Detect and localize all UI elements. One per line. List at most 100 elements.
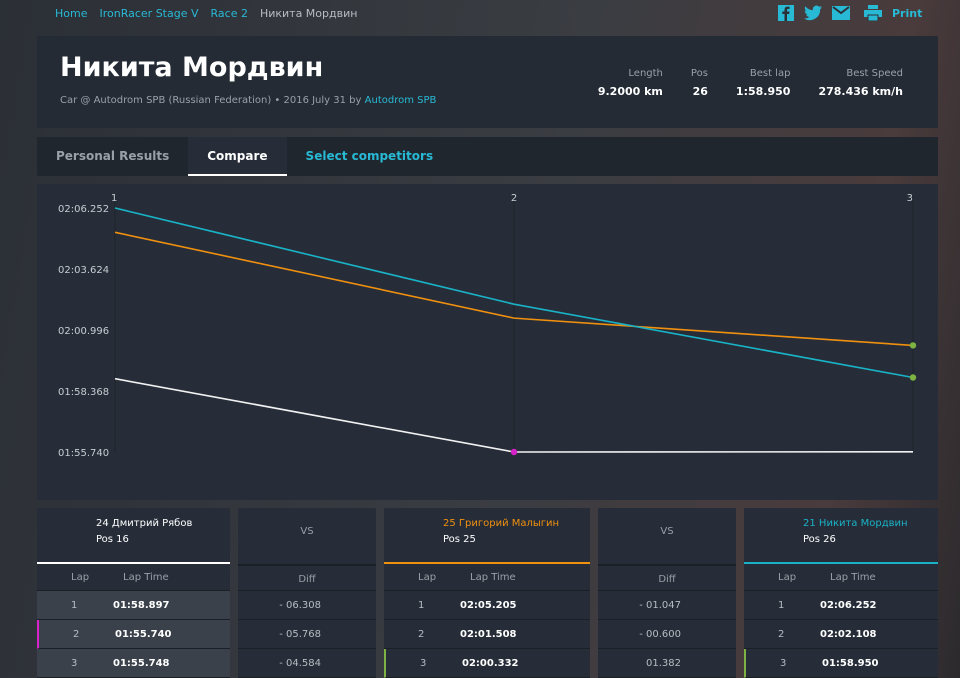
share-bar: Print — [778, 5, 922, 21]
tab[interactable]: Personal Results — [37, 137, 188, 176]
lap-row: 2 02:01.508 — [384, 620, 590, 649]
tab-label: Personal Results — [56, 149, 170, 163]
lap-row: 1 01:58.897 — [37, 591, 230, 620]
lap-header: Lap Lap Time — [384, 564, 590, 591]
lap-row: 3 01:55.748 — [37, 649, 230, 678]
lap-header-cell: Lap — [71, 572, 90, 583]
breadcrumb-current: Никита Мордвин — [259, 7, 358, 20]
lap-time: 02:01.508 — [460, 629, 517, 640]
diff-row: - 01.047 — [598, 591, 736, 620]
driver-card: 25 Григорий Малыгин Pos 25 — [384, 508, 590, 564]
vs-label: VS — [238, 508, 376, 564]
stat-value: 278.436 km/h — [818, 85, 903, 98]
diff-column: VS Diff - 01.047 - 00.600 01.382 — [598, 508, 736, 678]
lap-header-cell: Lap Time — [830, 572, 876, 583]
stat-label: Best Speed — [846, 68, 903, 79]
breadcrumb: Home IronRacer Stage V Race 2 Никита Мордви… — [55, 7, 357, 20]
lap-row: 3 01:58.950 — [744, 649, 938, 678]
lap-number: 2 — [778, 629, 785, 640]
breadcrumb-link[interactable]: IronRacer Stage V — [99, 7, 199, 20]
lap-time: 01:55.748 — [113, 658, 170, 669]
diff-value: - 04.584 — [279, 658, 321, 669]
y-tick-label: 02:06.252 — [58, 204, 109, 215]
stat-label: Length — [628, 68, 663, 79]
lap-time: 01:58.950 — [822, 658, 879, 669]
stat-label: Pos — [690, 68, 708, 79]
tab[interactable]: Compare — [188, 137, 287, 176]
lap-row: 1 02:05.205 — [384, 591, 590, 620]
driver-column: 21 Никита Мордвин Pos 26 Lap Lap Time 1 02:06… — [744, 508, 938, 678]
breadcrumb-link[interactable]: Race 2 — [210, 7, 248, 20]
lap-row: 1 02:06.252 — [744, 591, 938, 620]
stat-value: 9.2000 km — [597, 85, 663, 98]
lap-header-cell: Lap — [418, 572, 437, 583]
lap-number: 2 — [73, 629, 80, 640]
lap-number: 3 — [420, 658, 427, 669]
point-marker — [510, 448, 518, 456]
lap-row: 2 02:02.108 — [744, 620, 938, 649]
lap-time: 02:06.252 — [820, 600, 877, 611]
driver-column: 24 Дмитрий Рябов Pos 16 Lap Lap Time 1 01:58.… — [37, 508, 230, 678]
lap-number: 1 — [418, 600, 425, 611]
driver-name: 24 Дмитрий Рябов — [96, 518, 192, 529]
facebook-icon[interactable] — [778, 5, 794, 21]
tab-label: Compare — [207, 149, 268, 163]
diff-value: - 06.308 — [279, 600, 321, 611]
stat-value: 1:58.950 — [735, 85, 791, 98]
lap-number: 3 — [71, 658, 78, 669]
tab[interactable]: Select competitors — [287, 137, 461, 176]
diff-row: 01.382 — [598, 649, 736, 678]
stat: Best Speed 278.436 km/h — [818, 68, 903, 98]
compare-section: 24 Дмитрий Рябов Pos 16 Lap Lap Time 1 01:58.… — [0, 508, 960, 678]
lap-time: 01:58.897 — [113, 600, 170, 611]
stat-label: Best lap — [749, 68, 791, 79]
lap-header-cell: Lap Time — [123, 572, 169, 583]
driver-pos: Pos 25 — [443, 534, 476, 545]
series-line — [114, 207, 914, 379]
y-tick-label: 02:00.996 — [58, 326, 109, 337]
vs-label: VS — [598, 508, 736, 564]
page-title: Никита Мордвин — [60, 52, 324, 83]
y-tick-label: 01:58.368 — [58, 387, 109, 398]
lap-header: Lap Lap Time — [744, 564, 938, 591]
driver-card: 21 Никита Мордвин Pos 26 — [744, 508, 938, 564]
print-link[interactable]: Print — [892, 6, 923, 20]
print-icon[interactable] — [864, 5, 882, 21]
y-tick-label: 01:55.740 — [58, 448, 109, 459]
lap-time: 02:00.332 — [462, 658, 519, 669]
twitter-icon[interactable] — [804, 5, 822, 21]
diff-value: - 01.047 — [639, 600, 681, 611]
diff-column: VS Diff - 06.308 - 05.768 - 04.584 — [238, 508, 376, 678]
driver-pos: Pos 26 — [803, 534, 836, 545]
breadcrumb-link[interactable]: Home — [55, 7, 88, 20]
diff-row: - 00.600 — [598, 620, 736, 649]
driver-name: 21 Никита Мордвин — [803, 518, 908, 529]
author-link[interactable]: Autodrom SPB — [364, 95, 437, 106]
lap-number: 1 — [778, 600, 785, 611]
x-tick-label: 3 — [907, 193, 913, 204]
driver-column: 25 Григорий Малыгин Pos 25 Lap Lap Time 1 02:… — [384, 508, 590, 678]
driver-number: 24 — [96, 518, 109, 529]
lap-header-cell: Lap Time — [470, 572, 516, 583]
lap-time: 02:02.108 — [820, 629, 877, 640]
driver-name: 25 Григорий Малыгин — [443, 518, 559, 529]
lap-number: 3 — [780, 658, 787, 669]
tab-bar: Personal Results Compare Select competitor… — [37, 137, 938, 176]
diff-row: - 06.308 — [238, 591, 376, 620]
driver-number: 21 — [803, 518, 816, 529]
driver-name-text: Никита Мордвин — [818, 518, 908, 529]
lap-header-cell: Lap — [778, 572, 797, 583]
x-tick-label: 1 — [111, 193, 117, 204]
lap-number: 1 — [71, 600, 78, 611]
diff-value: - 00.600 — [639, 629, 681, 640]
header-panel: Никита Мордвин Car @ Autodrom SPB (Russi… — [37, 36, 938, 128]
lap-number: 2 — [418, 629, 425, 640]
lap-header: Lap Lap Time — [37, 564, 230, 591]
stat-value: 26 — [692, 85, 708, 98]
lap-time: 02:05.205 — [460, 600, 517, 611]
mail-icon[interactable] — [832, 6, 850, 20]
series-line — [114, 231, 914, 347]
stats: Length 9.2000 km Pos 26 Best lap 1:58.950 Best… — [598, 68, 903, 98]
diff-row: - 04.584 — [238, 649, 376, 678]
